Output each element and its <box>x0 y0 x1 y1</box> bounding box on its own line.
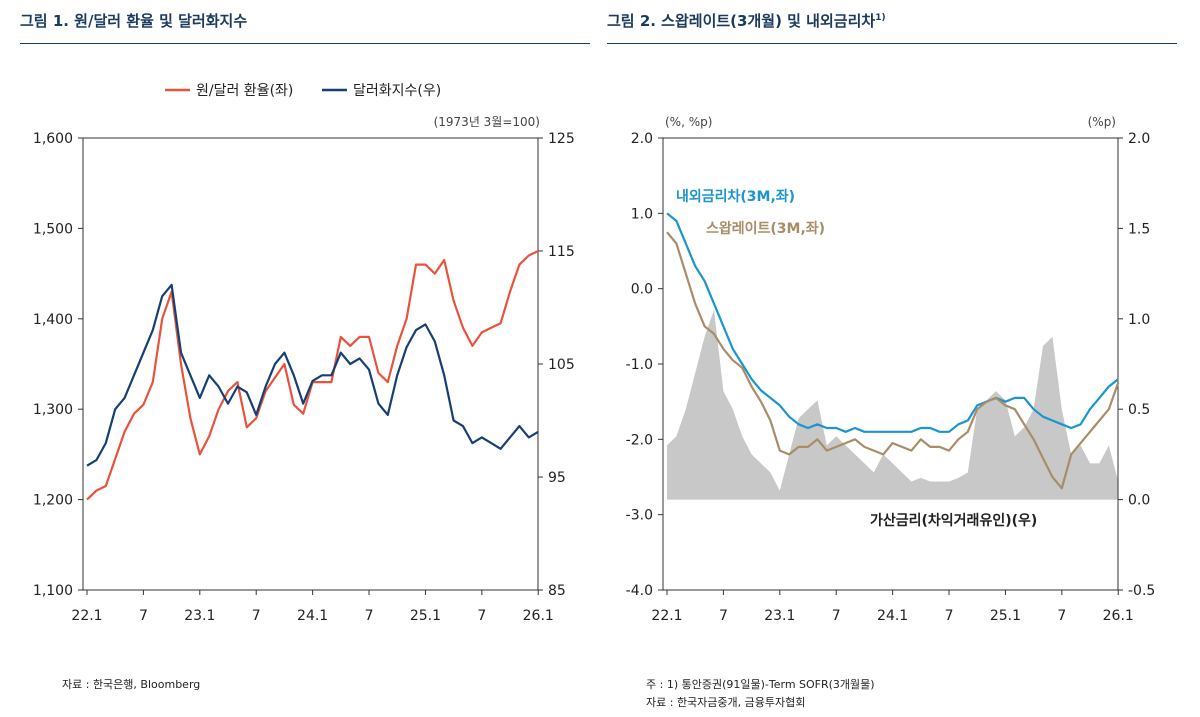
series-line-0 <box>86 250 539 501</box>
left-figure-title: 그림 1. 원/달러 환율 및 달러화지수 <box>20 12 248 30</box>
y-left-tick-label: 1,200 <box>33 493 73 509</box>
left-y-axis-right: 125 115 105 95 85 <box>538 131 575 599</box>
y-left-tick-label: 0.0 <box>631 282 653 298</box>
left-x-axis: 22.1 7 23.1 7 24.1 7 25.1 7 26.1 <box>71 590 554 624</box>
right-x-axis: 22.1 7 23.1 7 24.1 7 25.1 7 26.1 <box>651 590 1134 624</box>
label-spread: 내외금리차(3M,좌) <box>676 188 795 205</box>
label-swap: 스왑레이트(3M,좌) <box>706 220 825 237</box>
y-left-tick-label: -1.0 <box>626 357 653 373</box>
y-right-tick-label: 0.0 <box>1128 493 1150 509</box>
x-tick-label: 24.1 <box>297 608 328 624</box>
y-left-tick-label: -3.0 <box>626 508 653 524</box>
x-tick-label: 25.1 <box>410 608 441 624</box>
x-tick-label: 7 <box>477 608 486 624</box>
x-tick-label: 7 <box>1057 608 1066 624</box>
y-left-tick-label: -4.0 <box>626 583 653 599</box>
right-series-lines <box>666 212 1120 490</box>
right-y-axis-left: 2.0 1.0 0.0 -1.0 -2.0 -3.0 -4.0 <box>626 131 663 599</box>
right-source: 자료 : 한국자금중개, 금융투자협회 <box>646 696 806 709</box>
right-title-footnote-mark: 1) <box>875 13 886 23</box>
y-right-tick-label: 85 <box>548 583 566 599</box>
right-unit-left: (%, %p) <box>665 115 712 129</box>
right-title-rule <box>607 43 1177 44</box>
x-tick-label: 26.1 <box>1103 608 1134 624</box>
x-tick-label: 7 <box>252 608 261 624</box>
left-source: 자료 : 한국은행, Bloomberg <box>62 678 201 691</box>
right-unit-right: (%p) <box>1088 115 1116 129</box>
y-left-tick-label: 1,100 <box>33 583 73 599</box>
left-series-lines <box>86 250 539 501</box>
x-tick-label: 7 <box>945 608 954 624</box>
y-right-tick-label: 95 <box>548 470 566 486</box>
x-tick-label: 25.1 <box>990 608 1021 624</box>
y-left-tick-label: 1,300 <box>33 402 73 418</box>
right-chart: 22.1 7 23.1 7 24.1 7 25.1 7 26.1 2.0 1.0 0.0 -1.0 -2… <box>626 115 1156 624</box>
right-footnote: 주 : 1) 통안증권(91일물)-Term SOFR(3개월물) <box>646 678 875 691</box>
x-tick-label: 23.1 <box>184 608 215 624</box>
left-unit-note: (1973년 3월=100) <box>434 115 540 129</box>
y-left-tick-label: 1.0 <box>631 206 653 222</box>
x-tick-label: 22.1 <box>71 608 102 624</box>
y-left-tick-label: -2.0 <box>626 432 653 448</box>
label-area: 가산금리(차익거래유인)(우) <box>870 512 1037 529</box>
right-figure-title: 그림 2. 스왑레이트(3개월) 및 내외금리차1) <box>607 10 886 31</box>
y-right-tick-label: 115 <box>548 244 575 260</box>
y-right-tick-label: 0.5 <box>1128 402 1150 418</box>
series-area-2 <box>667 309 1119 500</box>
x-tick-label: 23.1 <box>764 608 795 624</box>
y-left-tick-label: 1,600 <box>33 131 73 147</box>
y-right-tick-label: 2.0 <box>1128 131 1150 147</box>
x-tick-label: 22.1 <box>651 608 682 624</box>
y-right-tick-label: -0.5 <box>1128 583 1155 599</box>
y-right-tick-label: 105 <box>548 357 575 373</box>
y-left-tick-label: 1,500 <box>33 221 73 237</box>
x-tick-label: 26.1 <box>523 608 554 624</box>
x-tick-label: 24.1 <box>877 608 908 624</box>
y-right-tick-label: 1.5 <box>1128 221 1150 237</box>
right-y-axis-right: 2.0 1.5 1.0 0.5 0.0 -0.5 <box>1118 131 1155 599</box>
series-line-1 <box>666 231 1120 490</box>
left-plot-frame <box>82 137 539 591</box>
x-tick-label: 7 <box>139 608 148 624</box>
y-right-tick-label: 1.0 <box>1128 312 1150 328</box>
y-right-tick-label: 125 <box>548 131 575 147</box>
right-title-main: 그림 2. 스왑레이트(3개월) 및 내외금리차 <box>607 12 876 30</box>
left-title-rule <box>20 43 590 44</box>
legend-label-dxy: 달러화지수(우) <box>353 83 441 99</box>
left-y-axis-left: 1,600 1,500 1,400 1,300 1,200 1,100 <box>33 131 83 599</box>
left-chart: 22.1 7 23.1 7 24.1 7 25.1 7 26.1 1,600 1,500 1,400… <box>33 83 575 624</box>
y-left-tick-label: 2.0 <box>631 131 653 147</box>
x-tick-label: 7 <box>719 608 728 624</box>
x-tick-label: 7 <box>832 608 841 624</box>
legend-label-krw: 원/달러 환율(좌) <box>196 83 293 99</box>
x-tick-label: 7 <box>365 608 374 624</box>
y-left-tick-label: 1,400 <box>33 312 73 328</box>
